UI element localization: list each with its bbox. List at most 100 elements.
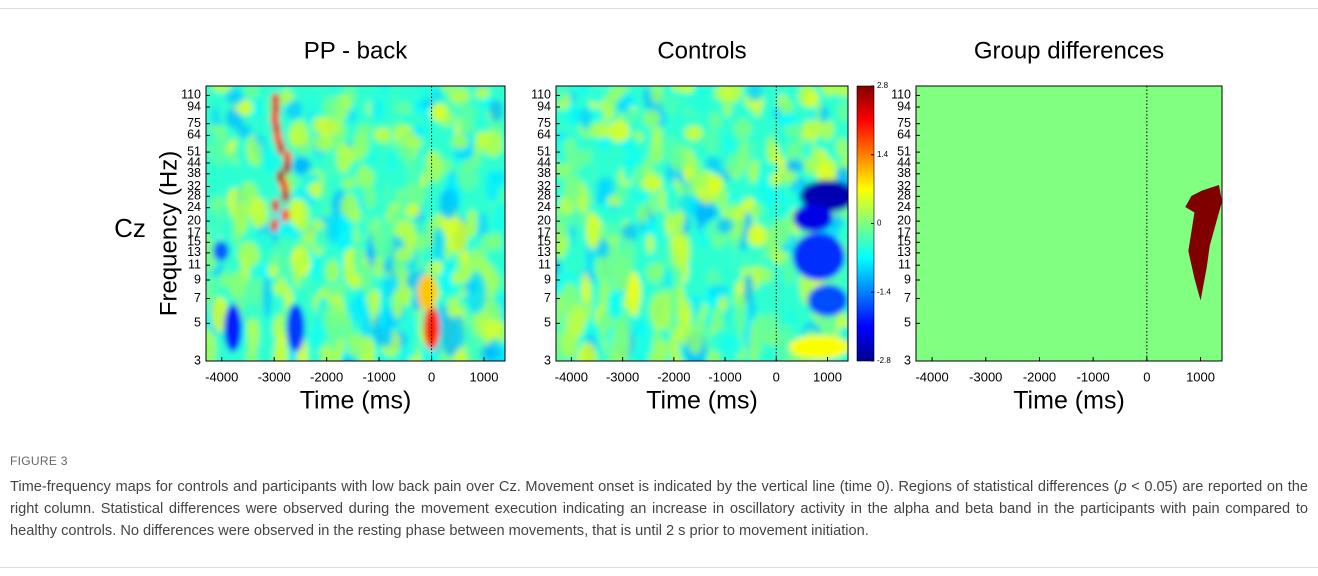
y-tick-label: 11 bbox=[898, 257, 911, 271]
heatmap-blob bbox=[324, 213, 340, 244]
heatmap-blob bbox=[429, 104, 447, 122]
heatmap-blob bbox=[580, 272, 590, 304]
heatmap-blob bbox=[596, 176, 616, 199]
y-tick-label: 75 bbox=[537, 116, 551, 130]
heatmap-blob bbox=[556, 291, 564, 327]
heatmap-blob bbox=[466, 271, 487, 315]
heatmap-blob bbox=[308, 249, 320, 283]
heatmap-blob bbox=[807, 284, 848, 317]
heatmap-blob bbox=[568, 207, 589, 230]
x-axis-label: Time (ms) bbox=[1013, 387, 1125, 415]
heatmap-blob bbox=[781, 254, 797, 286]
heatmap-blob bbox=[638, 338, 649, 361]
heatmap-blob bbox=[747, 86, 763, 102]
heatmap-blob bbox=[347, 335, 369, 359]
heatmap-blob bbox=[792, 232, 845, 281]
y-tick-label: 11 bbox=[188, 257, 201, 271]
y-axis-label: Frequency (Hz) bbox=[155, 151, 182, 316]
heatmap-blob bbox=[451, 269, 461, 285]
caption-italic: p bbox=[1118, 479, 1127, 495]
y-tick-label: 20 bbox=[187, 213, 201, 227]
y-tick-label: 9 bbox=[904, 272, 911, 286]
y-tick-label: 32 bbox=[187, 179, 201, 193]
heatmap-blur bbox=[556, 86, 848, 361]
y-tick-label: 24 bbox=[897, 200, 911, 214]
heatmap-blob bbox=[759, 267, 773, 284]
y-tick-label: 51 bbox=[537, 144, 551, 158]
heatmap-blob bbox=[779, 98, 794, 116]
y-tick-label: 32 bbox=[897, 179, 911, 193]
y-tick-label: 44 bbox=[537, 155, 551, 169]
x-tick-label: -1000 bbox=[708, 369, 741, 384]
heatmap-blob bbox=[721, 86, 743, 103]
heatmap-blob bbox=[288, 198, 303, 225]
heatmap-blob bbox=[794, 134, 804, 153]
heatmap-blob bbox=[373, 127, 392, 143]
heatmap-blob bbox=[660, 94, 681, 116]
x-tick-label: -3000 bbox=[969, 369, 1002, 384]
panel-title: Controls bbox=[657, 37, 746, 64]
heatmap-blob bbox=[724, 334, 743, 357]
heatmap-blob bbox=[302, 230, 317, 243]
axes-frame bbox=[915, 85, 1223, 362]
y-tick-label: 11 bbox=[538, 257, 551, 271]
heatmap-blob bbox=[646, 262, 664, 283]
x-tick-label: 0 bbox=[773, 369, 780, 384]
heatmap-blob bbox=[608, 120, 630, 143]
heatmap-blob bbox=[353, 240, 364, 276]
y-tick-label: 75 bbox=[897, 116, 911, 130]
heatmap-blob bbox=[262, 276, 272, 318]
heatmap-blob bbox=[383, 181, 392, 214]
heatmap-blob bbox=[212, 241, 229, 261]
heatmap-blob bbox=[404, 178, 427, 208]
heatmap-blob bbox=[456, 160, 478, 191]
heatmap-blob bbox=[226, 88, 244, 106]
heatmap-blob bbox=[276, 140, 285, 155]
heatmap-blob bbox=[563, 174, 584, 207]
heatmap-blob bbox=[407, 310, 420, 359]
x-tick-label: 0 bbox=[428, 369, 435, 384]
x-tick-label: -2000 bbox=[310, 369, 343, 384]
y-tick-label: 64 bbox=[187, 128, 201, 142]
caption-text: Time-frequency maps for controls and par… bbox=[10, 479, 1119, 495]
heatmap-blob bbox=[474, 86, 490, 100]
heatmap-blob bbox=[281, 208, 290, 223]
x-tick-label: 1000 bbox=[470, 369, 499, 384]
heatmap-blob bbox=[687, 325, 703, 355]
heatmap-blob bbox=[213, 193, 222, 215]
heatmap-blob bbox=[281, 189, 290, 203]
colorbar-tick-label: 0 bbox=[877, 219, 882, 228]
heatmap-blob bbox=[245, 343, 258, 361]
heatmap-blob bbox=[709, 111, 722, 130]
y-tick-label: 110 bbox=[891, 88, 911, 102]
heatmap-blob bbox=[678, 193, 699, 215]
heatmap-blob bbox=[836, 100, 848, 123]
heatmap-blob bbox=[336, 143, 352, 174]
x-tick-label: -4000 bbox=[205, 369, 238, 384]
heatmap-blob bbox=[315, 86, 330, 100]
heatmap-blob bbox=[365, 147, 380, 171]
heatmap-blob bbox=[292, 157, 312, 175]
heatmap-blob bbox=[830, 86, 848, 96]
heatmap-blob bbox=[819, 105, 829, 123]
y-tick-label: 5 bbox=[544, 316, 551, 330]
heatmap-blob bbox=[244, 86, 259, 99]
heatmap-blob bbox=[206, 327, 217, 361]
heatmap-blob bbox=[325, 259, 340, 284]
heatmap-blob bbox=[263, 146, 278, 175]
heatmap-blob bbox=[556, 86, 566, 103]
heatmap-blob bbox=[466, 209, 478, 237]
heatmap-blob bbox=[747, 299, 757, 318]
heatmap-blob bbox=[441, 86, 455, 94]
heatmap-blob bbox=[406, 156, 423, 186]
heatmap-blob bbox=[649, 291, 671, 330]
heatmap-blob bbox=[687, 173, 709, 191]
y-tick-label: 13 bbox=[537, 245, 551, 259]
y-tick-label: 38 bbox=[537, 166, 551, 180]
heatmap-blob bbox=[489, 99, 503, 122]
heatmap-blob bbox=[384, 305, 394, 349]
heatmap-blob bbox=[440, 215, 459, 238]
heatmap-blob bbox=[324, 152, 334, 180]
heatmap-blob bbox=[803, 138, 812, 161]
